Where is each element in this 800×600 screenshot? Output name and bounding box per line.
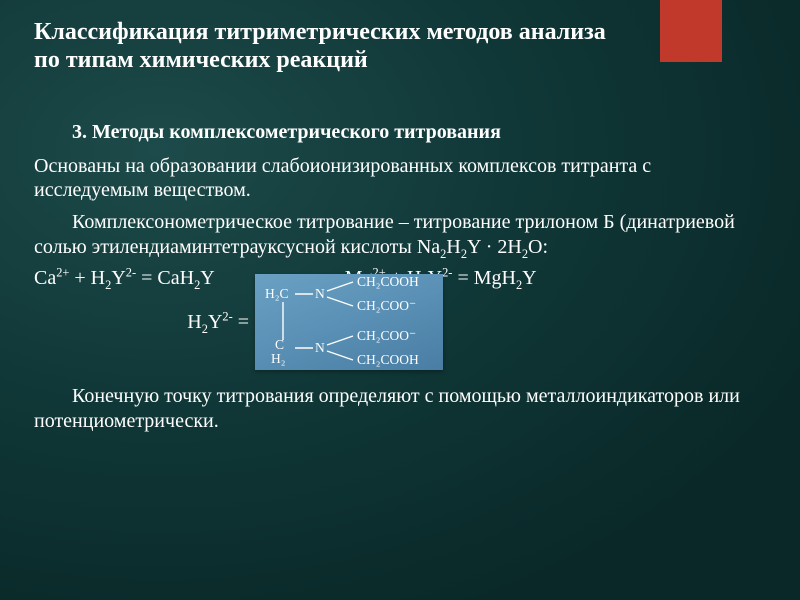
paragraph-3: Конечную точку титрования определяют с п… [34, 384, 766, 433]
p2-d: O: [528, 236, 548, 258]
eq1e: Y [200, 267, 214, 289]
r1: CH₂COOH [357, 275, 419, 289]
eq2d: = MgH [452, 267, 516, 289]
sl-a: H [187, 311, 201, 333]
r2: CH₂COO⁻ [357, 299, 416, 313]
eq1b: + H [69, 267, 105, 289]
sup: 2- [126, 266, 136, 280]
lbb: H₂ [271, 352, 285, 366]
n2: N [315, 341, 325, 355]
sup: 2- [222, 309, 232, 323]
eq2e: Y [522, 267, 536, 289]
paragraph-1: Основаны на образовании слабоионизирован… [34, 154, 766, 203]
paragraph-2: Комплексонометрическое титрование – титр… [34, 210, 766, 259]
eq1c: Y [111, 267, 125, 289]
accent-bar [660, 0, 722, 62]
slide-title: Классификация титриметрических методов а… [34, 18, 766, 75]
p2-b: H [446, 236, 460, 258]
p2-a: Комплексонометрическое титрование – титр… [34, 211, 735, 257]
sl-c: = [233, 311, 249, 333]
p2-c: Y · 2H [467, 236, 522, 258]
eq1a: Ca [34, 267, 56, 289]
slide: Классификация титриметрических методов а… [0, 0, 800, 600]
equation-1: Ca2+ + H2Y2- = CaH2Y [34, 267, 215, 290]
section-number: 3. [72, 121, 87, 143]
sup: 2- [442, 266, 452, 280]
eq1d: = CaH [136, 267, 194, 289]
section-heading: 3. Методы комплексометрического титрован… [72, 121, 766, 144]
sl-b: Y [208, 311, 222, 333]
structural-formula-diagram: H₂C N CH₂COOH CH₂COO⁻ C H₂ N CH₂COO⁻ CH₂… [255, 274, 443, 370]
lba: C [275, 338, 284, 352]
structural-formula-label: H2Y2- = [34, 311, 255, 334]
sup: 2+ [56, 266, 69, 280]
r3: CH₂COO⁻ [357, 329, 416, 343]
lt: H₂C [265, 287, 288, 301]
r4: CH₂COOH [357, 353, 419, 367]
section-text: Методы комплексометрического титрования [92, 121, 501, 143]
n1: N [315, 287, 325, 301]
